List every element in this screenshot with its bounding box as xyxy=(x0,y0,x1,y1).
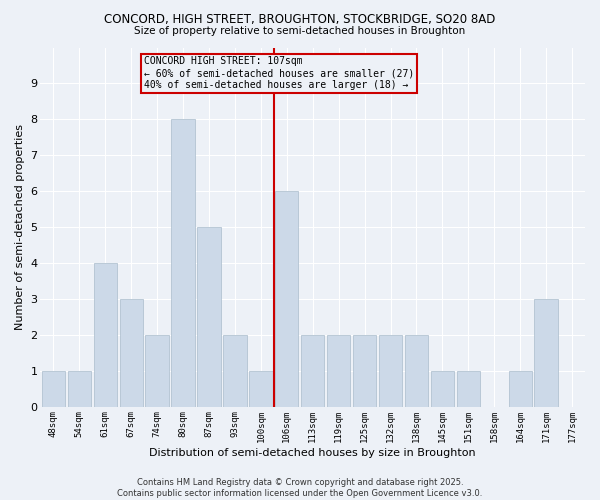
Bar xyxy=(94,263,117,407)
Text: Contains HM Land Registry data © Crown copyright and database right 2025.
Contai: Contains HM Land Registry data © Crown c… xyxy=(118,478,482,498)
Bar xyxy=(172,120,195,407)
Bar xyxy=(327,335,350,407)
Bar xyxy=(301,335,325,407)
Bar xyxy=(457,371,480,407)
Bar xyxy=(42,371,65,407)
Bar xyxy=(353,335,376,407)
Bar xyxy=(145,335,169,407)
Text: CONCORD HIGH STREET: 107sqm
← 60% of semi-detached houses are smaller (27)
40% o: CONCORD HIGH STREET: 107sqm ← 60% of sem… xyxy=(144,56,415,90)
Bar xyxy=(379,335,402,407)
Bar xyxy=(431,371,454,407)
Text: CONCORD, HIGH STREET, BROUGHTON, STOCKBRIDGE, SO20 8AD: CONCORD, HIGH STREET, BROUGHTON, STOCKBR… xyxy=(104,12,496,26)
X-axis label: Distribution of semi-detached houses by size in Broughton: Distribution of semi-detached houses by … xyxy=(149,448,476,458)
Bar xyxy=(509,371,532,407)
Text: Size of property relative to semi-detached houses in Broughton: Size of property relative to semi-detach… xyxy=(134,26,466,36)
Bar xyxy=(223,335,247,407)
Y-axis label: Number of semi-detached properties: Number of semi-detached properties xyxy=(15,124,25,330)
Bar xyxy=(275,192,298,407)
Bar xyxy=(197,227,221,407)
Bar xyxy=(405,335,428,407)
Bar xyxy=(249,371,272,407)
Bar xyxy=(68,371,91,407)
Bar xyxy=(119,299,143,407)
Bar xyxy=(535,299,558,407)
